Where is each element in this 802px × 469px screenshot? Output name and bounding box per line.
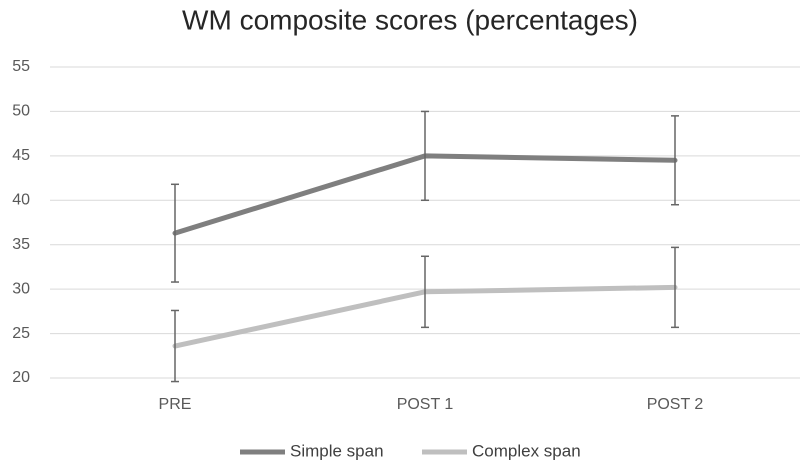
error-bar	[671, 246, 679, 329]
error-bar	[171, 309, 179, 383]
x-tick-label: PRE	[159, 396, 192, 413]
error-bar	[421, 255, 429, 329]
y-tick-label: 35	[12, 236, 30, 253]
legend-label: Simple span	[290, 441, 384, 460]
legend-label: Complex span	[472, 441, 581, 460]
error-bar	[171, 183, 179, 283]
y-tick-label: 45	[12, 147, 30, 164]
chart-title: WM composite scores (percentages)	[182, 4, 638, 35]
y-tick-label: 50	[12, 103, 30, 120]
y-tick-label: 55	[12, 58, 30, 75]
y-tick-label: 40	[12, 192, 30, 209]
y-tick-label: 30	[12, 280, 30, 297]
x-tick-label: POST 2	[647, 396, 704, 413]
error-bar	[671, 115, 679, 206]
y-tick-label: 25	[12, 325, 30, 342]
y-tick-label: 20	[12, 369, 30, 386]
error-bar	[421, 110, 429, 202]
x-tick-label: POST 1	[397, 396, 454, 413]
